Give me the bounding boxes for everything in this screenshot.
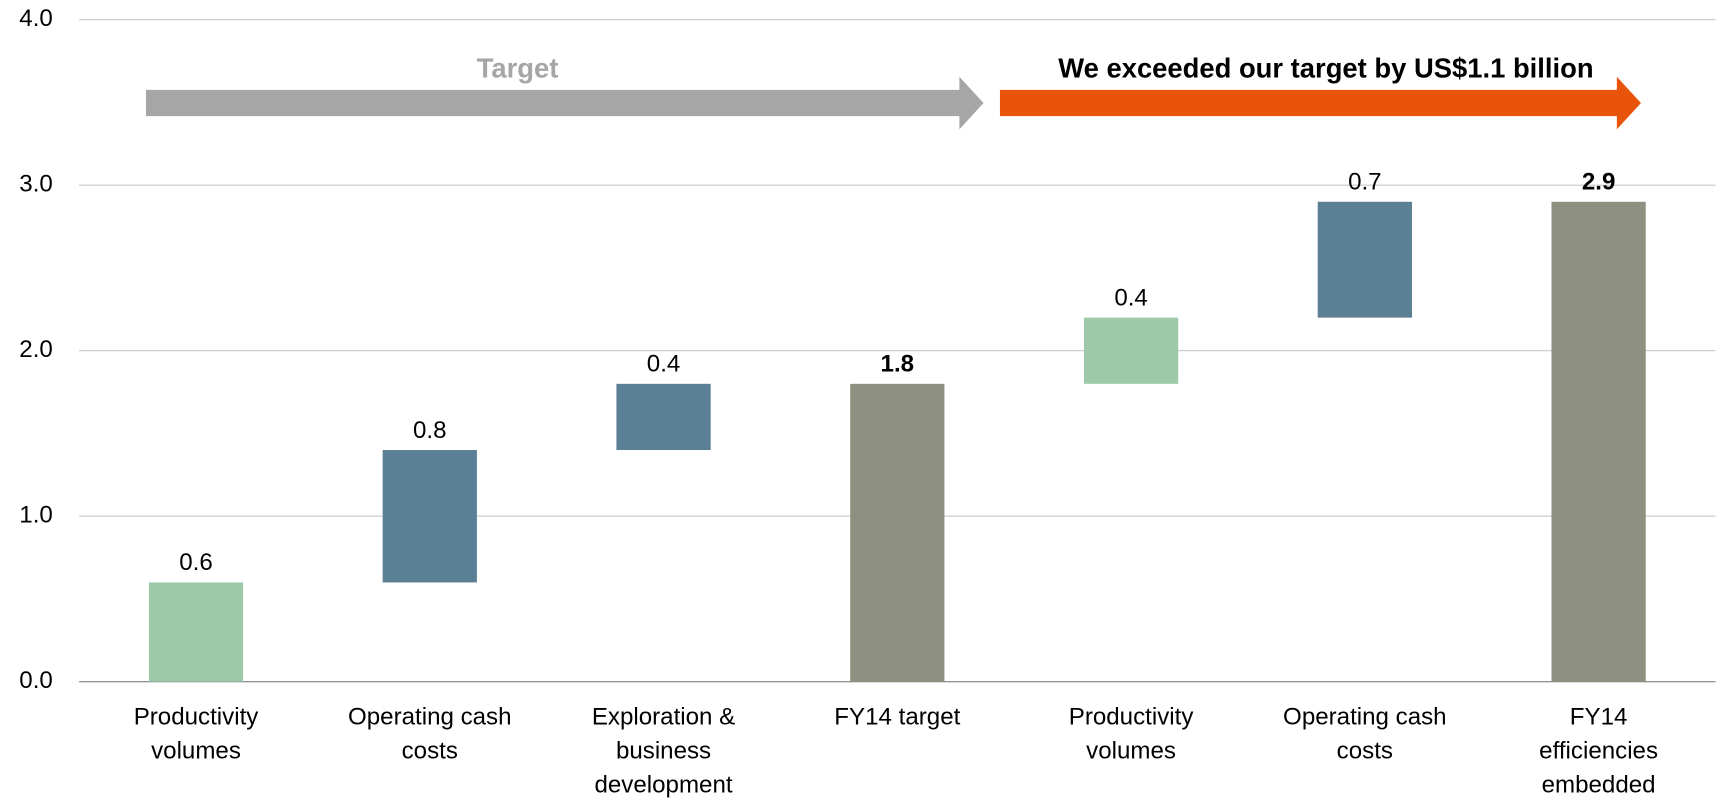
x-tick-label-box: FY14 efficiencies embedded <box>1539 702 1659 798</box>
x-tick-label: Operating cash costs <box>348 702 512 764</box>
x-tick-label: Exploration & business development <box>591 702 736 798</box>
value-label: 0.4 <box>647 351 681 378</box>
y-tick-label: 1.0 <box>19 502 53 529</box>
y-tick-label: 4.0 <box>19 5 53 32</box>
value-label: 0.7 <box>1348 169 1382 196</box>
x-tick-label-box: Exploration & business development <box>591 702 736 798</box>
bar <box>382 450 477 583</box>
value-label: 2.9 <box>1582 169 1616 196</box>
x-tick-label-box: FY14 target <box>834 702 961 730</box>
x-tick-label-box: Productivity volumes <box>1068 702 1194 764</box>
value-label: 0.4 <box>1114 284 1148 311</box>
annotation-arrow <box>999 76 1641 130</box>
bar <box>1083 317 1179 384</box>
x-tick-label: FY14 efficiencies embedded <box>1539 702 1659 798</box>
x-tick-label: Productivity volumes <box>133 702 259 764</box>
annotation-arrow <box>145 76 984 130</box>
y-tick-label: 2.0 <box>19 336 53 363</box>
x-tick-label-box: Operating cash costs <box>1283 702 1447 764</box>
bar <box>1551 201 1646 682</box>
bar <box>148 582 244 682</box>
value-label: 1.8 <box>881 351 915 378</box>
x-tick-label-box: Operating cash costs <box>348 702 512 764</box>
x-tick-label-box: Productivity volumes <box>133 702 259 764</box>
y-tick-label: 0.0 <box>19 667 53 694</box>
annotation-text: Target <box>477 52 559 83</box>
value-label: 0.8 <box>413 417 447 444</box>
bar <box>616 383 711 451</box>
annotation-text: We exceeded our target by US$1.1 billion <box>1058 52 1593 83</box>
x-tick-label: FY14 target <box>834 702 961 730</box>
bar <box>1317 201 1412 318</box>
bar <box>850 383 945 682</box>
y-tick-label: 3.0 <box>19 171 53 198</box>
x-tick-label: Operating cash costs <box>1283 702 1447 764</box>
value-label: 0.6 <box>179 549 213 576</box>
x-tick-label: Productivity volumes <box>1068 702 1194 764</box>
